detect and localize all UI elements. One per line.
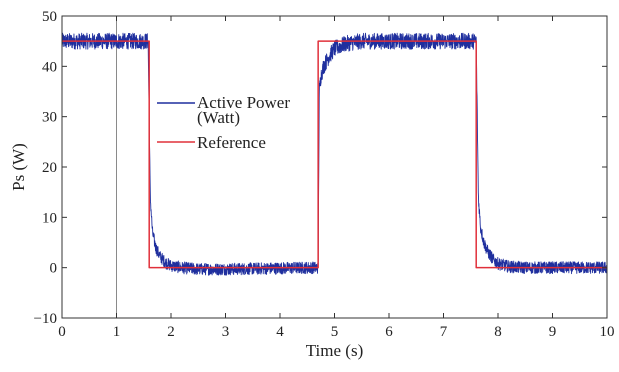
legend-label-active-power-line2: (Watt): [197, 108, 240, 127]
x-tick-label: 9: [549, 324, 557, 340]
x-tick-label: 10: [600, 324, 615, 340]
x-tick-label: 8: [494, 324, 502, 340]
y-tick-label: 40: [42, 59, 57, 75]
y-tick-label: 0: [50, 261, 58, 277]
y-tick-label: 50: [42, 9, 57, 25]
x-axis-label: Time (s): [306, 341, 363, 360]
y-tick-label: 10: [42, 210, 57, 226]
x-tick-label: 1: [113, 324, 121, 340]
x-tick-label: 7: [440, 324, 448, 340]
legend-label-reference: Reference: [197, 133, 266, 152]
x-tick-label: 2: [167, 324, 175, 340]
y-tick-label: −10: [34, 311, 57, 327]
legend: Active Power (Watt) Reference: [157, 93, 290, 152]
series-line-reference: [62, 40, 607, 269]
x-tick-label: 3: [222, 324, 230, 340]
series-line-active-power: [61, 32, 608, 276]
legend-label-active-power: Active Power: [197, 93, 290, 112]
plot-frame: [61, 15, 608, 319]
x-tick-label: 4: [276, 324, 284, 340]
y-tick-label: 30: [42, 110, 57, 126]
x-tick-label: 0: [58, 324, 66, 340]
x-tick-label: 6: [385, 324, 393, 340]
y-axis-label: Ps (W): [9, 143, 28, 191]
x-tick-label: 5: [331, 324, 339, 340]
y-tick-label: 20: [42, 160, 57, 176]
